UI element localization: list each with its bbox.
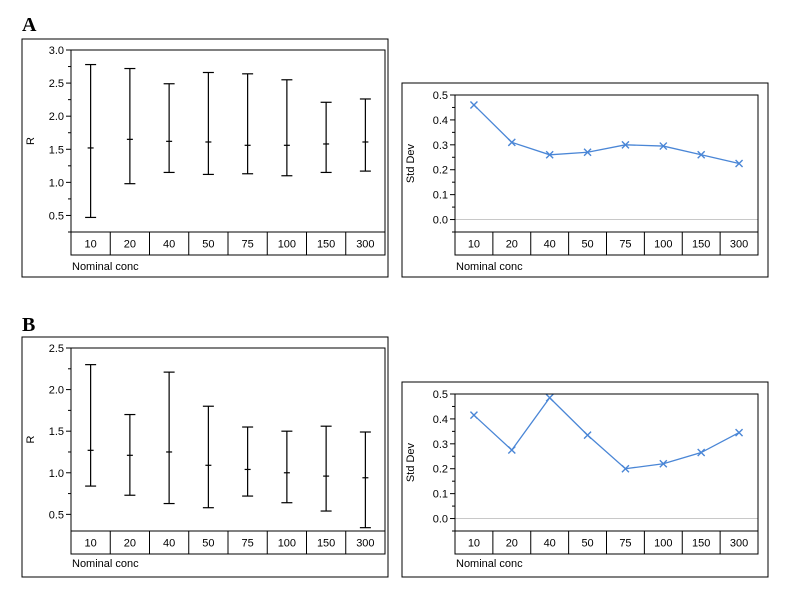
data-point-marker	[545, 393, 554, 402]
x-category-label: 10	[468, 538, 480, 550]
y-axis-title: Std Dev	[405, 143, 417, 183]
x-category-label: 10	[85, 538, 97, 550]
x-category-label: 75	[619, 239, 631, 251]
chart-3: 0.0 0.1 0.2 0.3 0.4 0.5 Std Dev 10 20 40 50 75 100 15…	[401, 381, 769, 578]
x-category-label: 20	[506, 239, 518, 251]
x-axis-title: Nominal conc	[456, 261, 523, 273]
plot-frame	[454, 393, 759, 532]
y-tick-label: 0.5	[49, 210, 64, 222]
y-tick-label: 0.2	[433, 165, 448, 177]
x-category-label: 50	[581, 239, 593, 251]
series-line	[473, 396, 740, 470]
y-tick-label: 3.0	[49, 45, 64, 57]
x-category-label: 100	[278, 239, 296, 251]
x-axis-title: Nominal conc	[72, 261, 139, 273]
y-tick-label: 0.0	[433, 215, 448, 227]
x-category-label: 50	[202, 239, 214, 251]
x-category-label: 40	[544, 239, 556, 251]
x-category-label: 40	[163, 538, 175, 550]
y-tick-label: 0.5	[433, 90, 448, 102]
x-category-label: 75	[242, 538, 254, 550]
y-tick-label: 1.0	[49, 468, 64, 480]
x-category-label: 50	[581, 538, 593, 550]
data-point-marker	[507, 446, 516, 455]
y-tick-label: 2.5	[49, 78, 64, 90]
data-point-marker	[583, 431, 592, 440]
data-point-marker	[735, 159, 744, 168]
plot-frame	[70, 347, 386, 532]
y-axis-title: R	[25, 137, 37, 145]
data-point-marker	[545, 150, 554, 159]
plot-frame	[454, 94, 759, 233]
y-axis-title: R	[25, 435, 37, 443]
x-category-label: 40	[544, 538, 556, 550]
y-tick-label: 2.0	[49, 111, 64, 123]
data-point-marker	[469, 411, 478, 420]
data-point-marker	[697, 150, 706, 159]
y-tick-label: 0.1	[433, 489, 448, 501]
x-category-label: 150	[317, 538, 335, 550]
y-tick-label: 1.5	[49, 144, 64, 156]
y-tick-label: 0.1	[433, 190, 448, 202]
y-axis-title: Std Dev	[405, 442, 417, 482]
x-category-label: 300	[356, 538, 374, 550]
x-category-label: 300	[356, 239, 374, 251]
x-category-label: 150	[692, 538, 710, 550]
data-point-marker	[697, 448, 706, 457]
y-tick-label: 1.5	[49, 426, 64, 438]
chart-outer-frame	[21, 336, 389, 578]
x-axis-title: Nominal conc	[72, 558, 139, 570]
chart-outer-frame	[21, 38, 389, 278]
data-point-marker	[735, 428, 744, 437]
data-point-marker	[621, 464, 630, 473]
x-category-label: 75	[619, 538, 631, 550]
y-tick-label: 0.3	[433, 439, 448, 451]
data-point-marker	[659, 459, 668, 468]
chart-2: 0.5 1.0 1.5 2.0 2.5 R 10 20 40 50 75 100 150 300 Nomin…	[21, 336, 389, 578]
x-category-label: 20	[124, 538, 136, 550]
x-category-label: 10	[468, 239, 480, 251]
chart-outer-frame	[401, 381, 769, 578]
x-axis-title: Nominal conc	[456, 558, 523, 570]
y-tick-label: 0.4	[433, 414, 448, 426]
data-point-marker	[469, 100, 478, 109]
x-category-label: 100	[654, 239, 672, 251]
x-category-label: 150	[317, 239, 335, 251]
x-category-label: 100	[654, 538, 672, 550]
x-category-label: 50	[202, 538, 214, 550]
chart-outer-frame	[401, 82, 769, 278]
data-point-marker	[507, 138, 516, 147]
panel-label-b: B	[22, 314, 36, 336]
y-tick-label: 2.5	[49, 343, 64, 355]
y-tick-label: 0.2	[433, 464, 448, 476]
x-category-label: 20	[506, 538, 518, 550]
series-line	[473, 104, 740, 165]
chart-0: 0.5 1.0 1.5 2.0 2.5 3.0 R 10 20 40 50 75 100 150 300 No…	[21, 38, 389, 278]
x-category-label: 100	[278, 538, 296, 550]
chart-1: 0.0 0.1 0.2 0.3 0.4 0.5 Std Dev 10 20 40 50 75 100 15…	[401, 82, 769, 278]
panel-label-a: A	[22, 14, 37, 36]
x-category-label: 300	[730, 538, 748, 550]
x-category-label: 10	[85, 239, 97, 251]
plot-frame	[70, 49, 386, 233]
x-category-label: 300	[730, 239, 748, 251]
x-category-label: 40	[163, 239, 175, 251]
y-tick-label: 0.0	[433, 514, 448, 526]
x-category-label: 150	[692, 239, 710, 251]
data-point-marker	[659, 142, 668, 151]
y-tick-label: 0.3	[433, 140, 448, 152]
y-tick-label: 1.0	[49, 177, 64, 189]
y-tick-label: 2.0	[49, 385, 64, 397]
data-point-marker	[621, 140, 630, 149]
x-category-label: 20	[124, 239, 136, 251]
data-point-marker	[583, 148, 592, 157]
y-tick-label: 0.5	[49, 509, 64, 521]
y-tick-label: 0.4	[433, 115, 448, 127]
y-tick-label: 0.5	[433, 389, 448, 401]
x-category-label: 75	[242, 239, 254, 251]
